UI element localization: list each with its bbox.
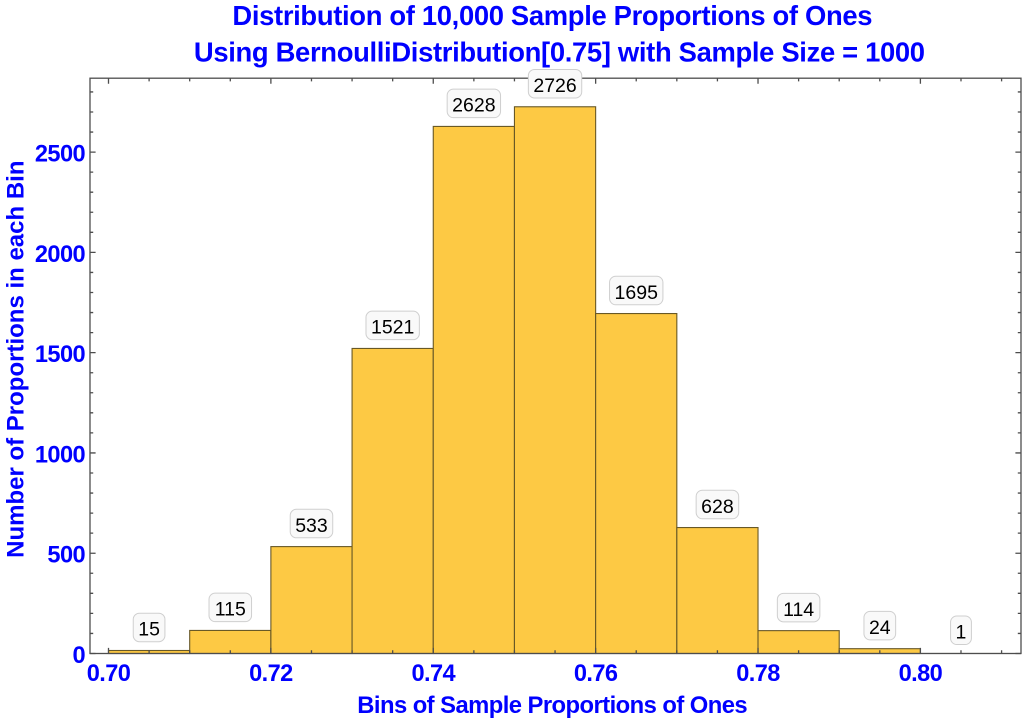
svg-text:0.80: 0.80 [899,661,943,687]
svg-text:0.76: 0.76 [574,661,618,687]
svg-text:1500: 1500 [35,342,86,368]
svg-text:2628: 2628 [452,95,495,117]
svg-text:1: 1 [956,622,967,644]
svg-text:500: 500 [47,543,85,569]
svg-text:2726: 2726 [533,75,576,97]
svg-text:Using BernoulliDistribution[0.: Using BernoulliDistribution[0.75] with S… [194,37,925,68]
svg-text:Bins of Sample Proportions of: Bins of Sample Proportions of Ones [357,692,747,719]
svg-text:0.70: 0.70 [87,661,131,687]
svg-text:24: 24 [869,617,891,639]
svg-text:533: 533 [295,515,328,537]
svg-text:1000: 1000 [35,442,86,468]
svg-text:Distribution of 10,000 Sample: Distribution of 10,000 Sample Proportion… [232,0,872,31]
svg-text:2000: 2000 [35,242,86,268]
svg-text:2500: 2500 [35,142,86,168]
svg-text:0: 0 [72,643,85,669]
svg-text:115: 115 [215,599,246,621]
svg-text:0.78: 0.78 [736,661,780,687]
svg-text:0.72: 0.72 [249,661,293,687]
svg-text:1521: 1521 [371,317,414,339]
svg-text:628: 628 [701,496,734,518]
svg-text:0.74: 0.74 [411,661,455,687]
svg-text:114: 114 [783,599,814,621]
svg-text:Number of Proportions in each: Number of Proportions in each Bin [3,161,30,558]
svg-text:1695: 1695 [615,282,659,304]
svg-text:15: 15 [138,619,160,641]
